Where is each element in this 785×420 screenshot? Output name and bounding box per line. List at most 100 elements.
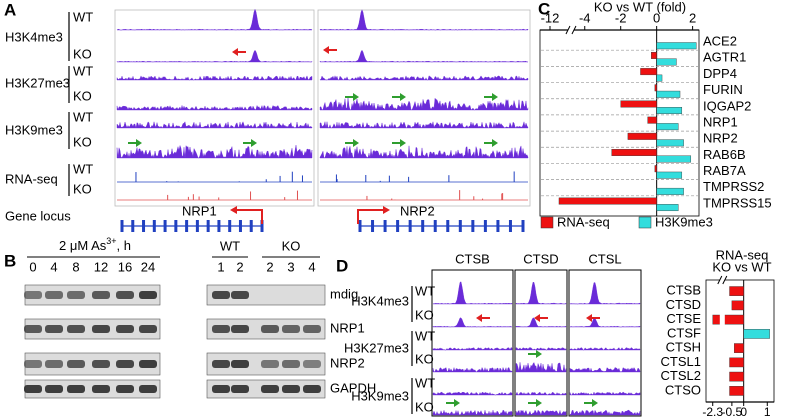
x-tick-label: 0 [740,405,747,419]
arrow-head [492,139,498,147]
blot-band [67,385,85,393]
category-label: CTSH [666,340,701,355]
category-label: CTSD [666,297,701,312]
track-frame [431,269,514,417]
x-tick-label: -12 [541,10,560,25]
axis-break [571,25,577,35]
arrow-head [592,399,598,407]
tss-arrow [357,209,384,224]
signal-track [319,145,529,159]
signal-track [116,121,313,129]
exon [249,220,253,232]
category-label: AGTR1 [703,50,746,65]
blot-band [92,291,110,299]
signal-track [569,347,641,351]
blot-band [303,291,321,299]
exon [408,220,412,232]
treatment-part: 2 μM As [59,238,107,253]
blot-band [116,325,134,333]
x-tick-label: -0.5 [722,405,743,419]
arrow-head [536,399,542,407]
bar [729,357,744,368]
blot-band [92,385,110,393]
axis-break [567,26,574,34]
lane-label: 16 [118,259,132,274]
blot-band [139,385,157,393]
arrow-head [323,46,329,54]
row-label: KO [415,351,434,366]
group-label: KO [282,238,301,253]
bar [611,149,657,156]
signal-track [319,49,529,63]
arrow-head [454,399,460,407]
chart-title: RNA-seq [716,247,769,262]
category-label: TMPRSS15 [703,195,772,210]
legend-label: RNA-seq [557,214,610,229]
blot-band [303,325,321,333]
signal-track [569,317,641,328]
track-label: H3K27me3 [344,340,409,355]
panel-letter: D [336,256,348,275]
bar [734,343,744,353]
track-frame [317,9,531,207]
panel-letter: A [4,0,16,19]
x-tick-label: 1 [764,405,771,419]
signal-track [319,9,529,31]
treatment-label: 2 μM As3+, h [59,236,131,253]
row-label: KO [73,181,92,196]
bar [620,100,657,108]
plot-frame [705,279,775,403]
signal-track [515,409,567,416]
lane-label: 12 [94,259,108,274]
lane-label: 0 [29,259,36,274]
row-label: WT [415,328,435,343]
signal-track [116,104,313,111]
blot-band [45,325,63,333]
bar [651,51,657,59]
signal-track [515,317,567,328]
gene-label: NRP1 [182,203,217,218]
exon [152,220,156,232]
legend-label: H3K9me3 [655,214,713,229]
signal-track [569,367,641,373]
row-label: KO [415,307,434,322]
blot-band [24,325,42,333]
locus-label: Gene locus [5,208,71,223]
arrow-head [353,139,359,147]
axis-break [717,275,723,285]
category-label: CTSO [665,382,701,397]
blot-band [261,360,279,368]
category-label: CTSF [667,325,701,340]
blot-band [24,360,42,368]
signal-track [432,317,513,328]
blot-band [212,325,230,333]
signal-track [569,282,641,305]
signal-track [319,97,529,111]
signal-track [515,281,567,305]
row-label: KO [73,88,92,103]
blot-band [261,325,279,333]
bar [729,386,744,396]
track-frame [114,9,315,207]
exon [228,220,232,232]
category-label: RAB6B [703,147,746,162]
exon [131,220,135,232]
exon [217,220,221,232]
blot-band [231,291,249,299]
blot-label: NRP2 [330,355,365,370]
signal-track [432,347,513,351]
blot-band [231,325,249,333]
exon [471,220,475,232]
row-label: KO [73,134,92,149]
x-tick-label: -4 [579,10,591,25]
bar [743,329,770,339]
blot-band [116,385,134,393]
axis-break [719,276,725,284]
exon [371,220,375,232]
signal-track [432,281,513,305]
category-label: NRP2 [703,131,738,146]
category-label: TMPRSS2 [703,179,764,194]
exon [446,220,450,232]
signal-track [515,391,567,396]
